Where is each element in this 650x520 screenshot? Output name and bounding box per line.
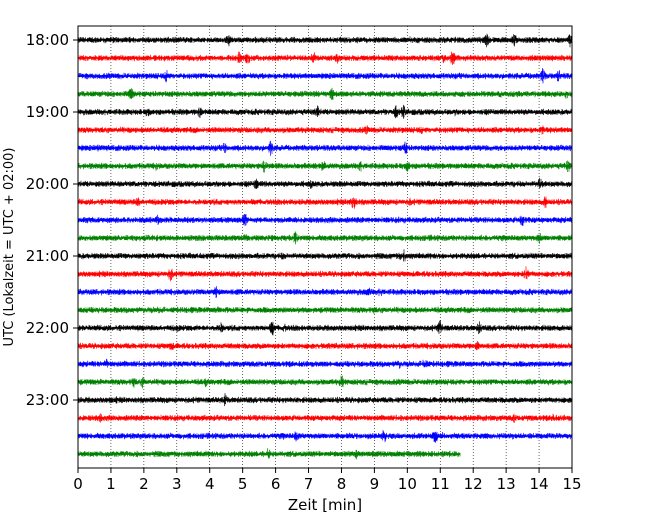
y-tick-label: 23:00 [26, 391, 69, 409]
plot-frame [77, 25, 573, 469]
x-tick-label: 0 [73, 475, 83, 493]
y-tick-label: 22:00 [26, 319, 69, 337]
y-tick-label: 18:00 [26, 31, 69, 49]
x-tick-label: 11 [431, 475, 450, 493]
x-tick-label: 7 [304, 475, 314, 493]
x-tick-label: 14 [530, 475, 549, 493]
x-tick-label: 15 [562, 475, 581, 493]
x-tick-label: 5 [238, 475, 248, 493]
x-tick-label: 12 [464, 475, 483, 493]
x-axis-label: Zeit [min] [288, 496, 362, 514]
x-tick-label: 4 [205, 475, 215, 493]
x-tick-label: 3 [172, 475, 182, 493]
x-tick-label: 10 [398, 475, 417, 493]
x-tick-label: 2 [139, 475, 149, 493]
x-tick-label: 13 [497, 475, 516, 493]
x-tick-label: 1 [106, 475, 116, 493]
plot-area [78, 26, 572, 468]
y-tick-label: 21:00 [26, 247, 69, 265]
y-axis-ticks: 18:00 19:00 20:00 21:00 22:00 23:00 [26, 31, 78, 409]
x-tick-label: 8 [337, 475, 347, 493]
x-axis-ticks: 0 1 2 3 4 5 6 7 8 9 10 11 12 13 14 15 [73, 468, 582, 493]
x-tick-label: 6 [271, 475, 281, 493]
y-axis-label: UTC (Lokalzeit = UTC + 02:00) [2, 148, 17, 347]
x-tick-label: 9 [370, 475, 380, 493]
y-tick-label: 19:00 [26, 103, 69, 121]
y-tick-label: 20:00 [26, 175, 69, 193]
